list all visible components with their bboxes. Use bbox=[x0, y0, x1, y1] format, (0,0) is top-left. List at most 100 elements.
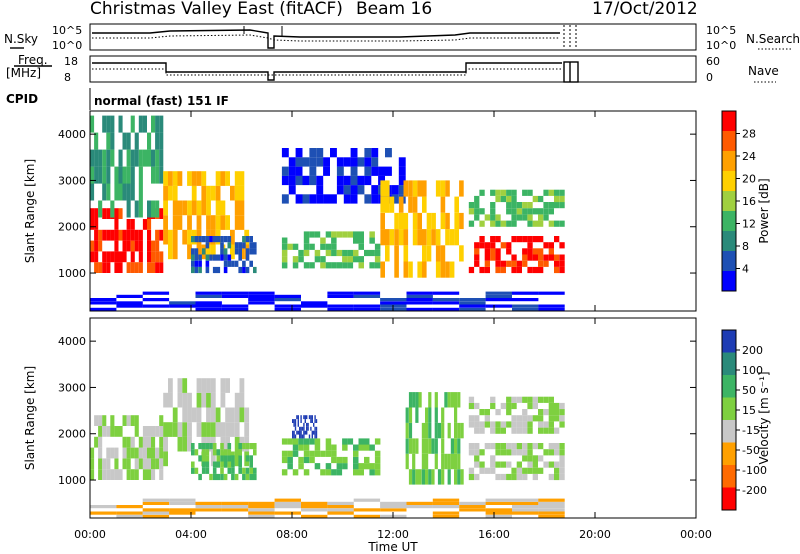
heatmap-cell bbox=[142, 298, 170, 302]
noise-tick-top-left: 10^5 bbox=[52, 24, 82, 37]
heatmap-cell bbox=[403, 245, 409, 262]
heatmap-cell bbox=[353, 256, 359, 263]
heatmap-cell bbox=[431, 469, 435, 485]
heatmap-cell bbox=[138, 240, 143, 252]
heatmap-cell bbox=[253, 266, 257, 274]
heatmap-cell bbox=[301, 505, 328, 509]
heatmap-cell bbox=[406, 307, 433, 311]
nave-label: Nave bbox=[748, 64, 779, 78]
heatmap-cell bbox=[500, 421, 506, 428]
heatmap-cell bbox=[511, 260, 517, 267]
heatmap-cell bbox=[495, 266, 501, 274]
heatmap-cell bbox=[216, 266, 221, 274]
heatmap-cell bbox=[216, 254, 221, 261]
heatmap-cell bbox=[168, 171, 173, 186]
heatmap-cell bbox=[187, 407, 192, 423]
heatmap-cell bbox=[249, 242, 253, 249]
heatmap-cell bbox=[532, 248, 538, 255]
heatmap-cell bbox=[431, 212, 436, 230]
freq-tick-bottom: 8 bbox=[64, 71, 71, 84]
x-axis-label: Time UT bbox=[367, 540, 418, 554]
heatmap-cell bbox=[118, 208, 123, 219]
heatmap-cell bbox=[163, 229, 168, 245]
heatmap-cell bbox=[450, 453, 454, 470]
heatmap-cell bbox=[532, 455, 538, 462]
heatmap-cell bbox=[495, 421, 501, 428]
heatmap-cell bbox=[98, 415, 103, 426]
heatmap-cell bbox=[122, 251, 127, 263]
heatmap-cell bbox=[527, 254, 533, 261]
heatmap-cell bbox=[155, 240, 160, 252]
heatmap-cell bbox=[142, 291, 170, 295]
heatmap-cell bbox=[313, 430, 315, 435]
heatmap-cell bbox=[134, 458, 139, 470]
heatmap-cell bbox=[191, 200, 197, 216]
heatmap-cell bbox=[506, 248, 512, 255]
heatmap-cell bbox=[106, 149, 111, 167]
heatmap-cell bbox=[205, 443, 210, 450]
heatmap-cell bbox=[342, 249, 348, 257]
heatmap-cell bbox=[206, 378, 211, 393]
heatmap-cell bbox=[415, 469, 419, 485]
heatmap-cell bbox=[484, 421, 490, 428]
heatmap-cell bbox=[151, 166, 156, 184]
heatmap-cell bbox=[490, 443, 496, 450]
heatmap-cell bbox=[516, 467, 522, 474]
heatmap-cell bbox=[311, 430, 313, 435]
heatmap-cell bbox=[253, 248, 257, 255]
heatmap-cell bbox=[172, 171, 178, 186]
heatmap-cell bbox=[412, 212, 418, 230]
heatmap-cell bbox=[172, 422, 178, 437]
heatmap-cell bbox=[94, 166, 99, 184]
heatmap-cell bbox=[253, 449, 257, 456]
heatmap-cell bbox=[281, 148, 289, 158]
heatmap-cell bbox=[454, 469, 458, 485]
heatmap-cell bbox=[559, 195, 565, 203]
heatmap-cell bbox=[364, 249, 370, 257]
heatmap-cell bbox=[114, 166, 119, 184]
heatmap-cell bbox=[238, 449, 242, 456]
heatmap-cell bbox=[434, 407, 438, 423]
heatmap-cell bbox=[239, 185, 245, 201]
heatmap-cell bbox=[126, 166, 131, 184]
heatmap-cell bbox=[445, 212, 450, 230]
heatmap-cell bbox=[522, 455, 528, 462]
heatmap-cell bbox=[201, 422, 207, 437]
heatmap-cell bbox=[432, 505, 460, 509]
heatmap-cell bbox=[353, 469, 359, 476]
heatmap-cell bbox=[406, 298, 433, 302]
heatmap-cell bbox=[296, 415, 298, 420]
heatmap-cell bbox=[94, 415, 99, 426]
heatmap-cell bbox=[215, 200, 221, 216]
heatmap-cell bbox=[309, 262, 315, 269]
heatmap-cell bbox=[196, 244, 202, 260]
heatmap-cell bbox=[292, 450, 299, 457]
heatmap-cell bbox=[527, 236, 533, 243]
colorbar-tick-label: 24 bbox=[742, 150, 756, 163]
heatmap-cell bbox=[223, 266, 228, 274]
heatmap-cell bbox=[212, 443, 217, 450]
heatmap-cell bbox=[314, 463, 321, 470]
heatmap-cell bbox=[300, 430, 302, 435]
heatmap-cell bbox=[147, 229, 152, 241]
heatmap-cell bbox=[454, 212, 459, 230]
heatmap-cell bbox=[249, 248, 253, 255]
nsearch-label: N.Search bbox=[746, 32, 800, 46]
heatmap-cell bbox=[142, 115, 147, 133]
heatmap-cell bbox=[281, 237, 288, 244]
heatmap-cell bbox=[408, 407, 413, 423]
heatmap-cell bbox=[212, 266, 217, 274]
heatmap-cell bbox=[297, 419, 299, 423]
heatmap-cell bbox=[159, 469, 164, 480]
heatmap-cell bbox=[434, 392, 438, 408]
heatmap-cell bbox=[134, 447, 139, 459]
cpid-label: CPID bbox=[6, 92, 38, 106]
heatmap-cell bbox=[231, 461, 235, 468]
heatmap-cell bbox=[195, 294, 222, 298]
heatmap-cell bbox=[249, 455, 253, 462]
power-y-axis-label: Slant Range [km] bbox=[23, 159, 37, 263]
heatmap-cell bbox=[287, 438, 293, 445]
heatmap-cell bbox=[441, 469, 445, 485]
heatmap-cell bbox=[122, 436, 127, 448]
heatmap-cell bbox=[206, 185, 211, 201]
